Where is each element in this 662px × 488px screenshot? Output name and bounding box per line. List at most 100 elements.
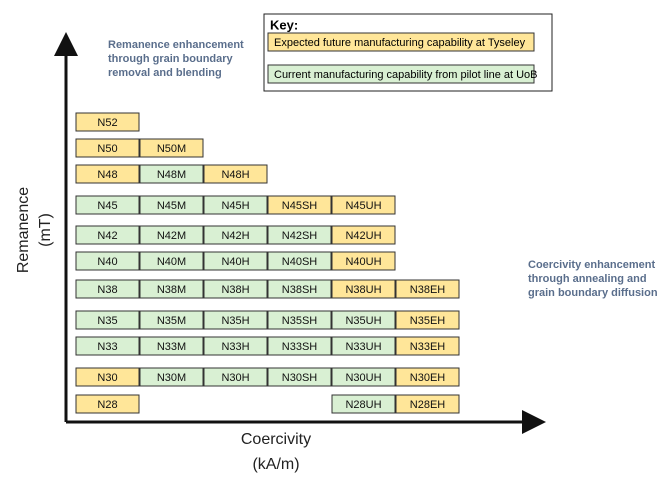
grade-cell xyxy=(75,195,140,215)
grade-cell xyxy=(267,225,332,245)
grade-label: N30H xyxy=(221,372,249,384)
grade-label: N38 xyxy=(97,284,117,296)
grade-label: N30EH xyxy=(410,372,446,384)
grade-label: N35 xyxy=(97,315,117,327)
grade-label: N48H xyxy=(221,169,249,181)
x-axis-label: Coercivity xyxy=(241,431,311,448)
grade-cell xyxy=(203,336,268,356)
grade-label: N45SH xyxy=(282,200,318,212)
grade-cell xyxy=(203,279,268,299)
grade-cell xyxy=(203,251,268,271)
grade-label: N45M xyxy=(157,200,186,212)
grade-cell xyxy=(139,138,204,158)
grade-cell xyxy=(75,112,140,132)
key-swatch xyxy=(267,64,535,84)
key-title: Key: xyxy=(270,17,298,32)
grade-cell xyxy=(267,336,332,356)
grade-cell xyxy=(139,225,204,245)
grade-cell xyxy=(75,394,140,414)
grade-cell xyxy=(267,367,332,387)
grade-cell xyxy=(139,336,204,356)
grade-label: N52 xyxy=(97,117,117,129)
grade-cell xyxy=(203,310,268,330)
grade-label: N38UH xyxy=(345,284,381,296)
grade-cell xyxy=(395,310,460,330)
annotation: Coercivity enhancement xyxy=(528,259,655,271)
grade-cell xyxy=(203,225,268,245)
grade-label: N35SH xyxy=(282,315,318,327)
grade-cell xyxy=(395,279,460,299)
grade-cell xyxy=(395,336,460,356)
grade-label: N30UH xyxy=(345,372,381,384)
grade-label: N38M xyxy=(157,284,186,296)
grade-cell xyxy=(75,310,140,330)
grade-cell xyxy=(267,279,332,299)
grade-label: N35H xyxy=(221,315,249,327)
grade-cell xyxy=(75,138,140,158)
grade-label: N28UH xyxy=(345,399,381,411)
grade-label: N40H xyxy=(221,256,249,268)
annotation: grain boundary diffusion xyxy=(528,287,658,299)
grade-label: N28EH xyxy=(410,399,446,411)
grade-label: N30SH xyxy=(282,372,318,384)
grade-cell xyxy=(331,195,396,215)
grade-label: N28 xyxy=(97,399,117,411)
grade-label: N40 xyxy=(97,256,117,268)
annotation: through grain boundary xyxy=(108,53,234,65)
grade-label: N30 xyxy=(97,372,117,384)
grade-cell xyxy=(75,225,140,245)
grade-cell xyxy=(203,164,268,184)
grade-cell xyxy=(75,251,140,271)
grade-label: N30M xyxy=(157,372,186,384)
grade-cell xyxy=(267,310,332,330)
grade-cell xyxy=(203,195,268,215)
grade-label: N38SH xyxy=(282,284,318,296)
grade-label: N45UH xyxy=(345,200,381,212)
key-swatch xyxy=(267,32,535,52)
key-label: Expected future manufacturing capability… xyxy=(274,37,526,49)
grade-label: N33H xyxy=(221,341,249,353)
grade-cell xyxy=(75,336,140,356)
grade-cell xyxy=(267,195,332,215)
grade-cell xyxy=(139,251,204,271)
grade-label: N48 xyxy=(97,169,117,181)
grade-label: N40SH xyxy=(282,256,318,268)
grade-cell xyxy=(395,367,460,387)
grade-label: N42UH xyxy=(345,230,381,242)
grade-label: N33M xyxy=(157,341,186,353)
grade-label: N38H xyxy=(221,284,249,296)
key-label: Current manufacturing capability from pi… xyxy=(274,69,538,81)
grade-cell xyxy=(395,394,460,414)
grade-label: N33 xyxy=(97,341,117,353)
grade-cell xyxy=(75,279,140,299)
grade-cell xyxy=(331,251,396,271)
annotation: Remanence enhancement xyxy=(108,39,244,51)
grade-cell xyxy=(267,251,332,271)
grade-cell xyxy=(331,310,396,330)
x-axis-label: (kA/m) xyxy=(252,456,299,473)
grade-cell xyxy=(139,279,204,299)
grade-label: N33SH xyxy=(282,341,318,353)
grade-label: N42H xyxy=(221,230,249,242)
grade-label: N35UH xyxy=(345,315,381,327)
grade-label: N33UH xyxy=(345,341,381,353)
grade-label: N38EH xyxy=(410,284,446,296)
grade-cell xyxy=(139,164,204,184)
grade-label: N42M xyxy=(157,230,186,242)
grade-cell xyxy=(331,279,396,299)
grade-label: N45 xyxy=(97,200,117,212)
grade-label: N35EH xyxy=(410,315,446,327)
annotation: removal and blending xyxy=(108,67,222,79)
grade-label: N45H xyxy=(221,200,249,212)
annotation: through annealing and xyxy=(528,273,647,285)
grade-cell xyxy=(139,195,204,215)
grade-label: N42 xyxy=(97,230,117,242)
grade-cell xyxy=(331,336,396,356)
grade-cell xyxy=(331,367,396,387)
grade-label: N35M xyxy=(157,315,186,327)
grade-label: N42SH xyxy=(282,230,318,242)
grade-label: N50 xyxy=(97,143,117,155)
grade-cell xyxy=(75,367,140,387)
grade-cell xyxy=(75,164,140,184)
